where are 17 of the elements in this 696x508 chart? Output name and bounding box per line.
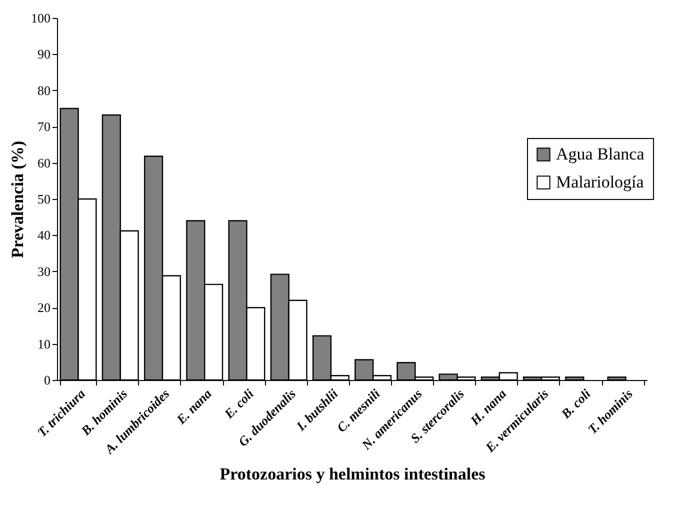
y-tick-label: 80 — [38, 82, 50, 98]
y-tick-label: 90 — [38, 46, 50, 62]
y-tick-label: 50 — [38, 192, 50, 206]
y-tick-label: 20 — [38, 300, 50, 316]
y-tick-label: 40 — [38, 228, 50, 243]
y-tick-label: 60 — [38, 155, 50, 170]
x-tick-label: E. coli — [220, 386, 257, 422]
y-tick-label: 10 — [38, 336, 50, 352]
y-tick-label: 100 — [31, 10, 50, 26]
y-tick-label: 30 — [38, 264, 50, 279]
y-tick-label: 0 — [44, 372, 50, 388]
y-axis-title: Prevalencia (%) — [8, 140, 27, 258]
x-tick-label: B. coli — [557, 386, 594, 422]
legend-label: Malariología — [556, 172, 644, 192]
y-tick-label: 70 — [38, 119, 50, 134]
legend-label: Agua Blanca — [556, 144, 645, 164]
x-axis-title: Protozoarios y helmintos intestinales — [220, 464, 486, 484]
